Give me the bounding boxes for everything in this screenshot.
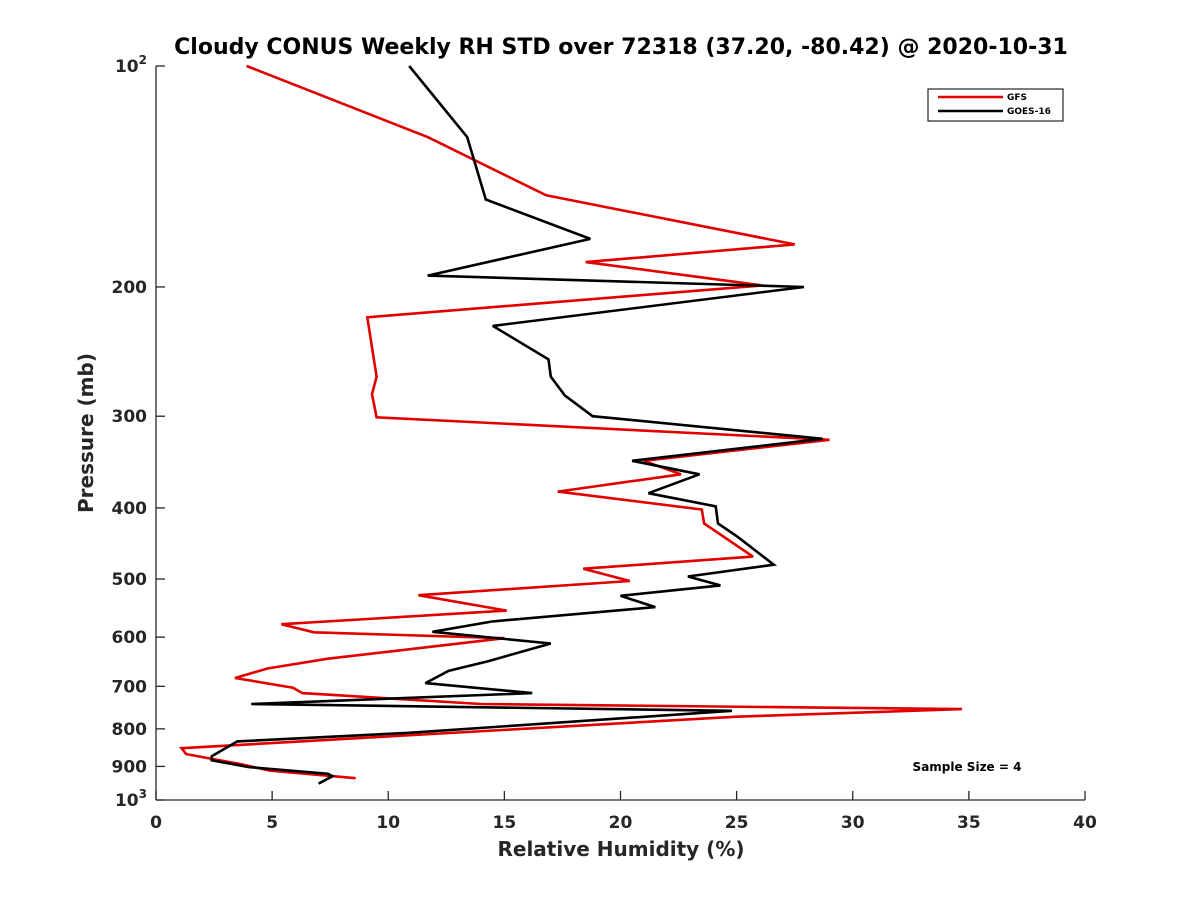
chart-title: Cloudy CONUS Weekly RH STD over 72318 (3… (174, 35, 1068, 60)
y-axis-label: Pressure (mb) (74, 353, 98, 513)
x-tick-label: 5 (266, 813, 278, 833)
x-tick-label: 0 (150, 813, 162, 833)
series-layer (178, 64, 962, 785)
y-tick-base: 300 (112, 407, 148, 427)
y-tick-label: 800 (112, 720, 148, 740)
y-tick-base: 400 (112, 499, 148, 519)
y-tick-exponent: 2 (139, 53, 147, 67)
x-tick-label: 35 (957, 813, 981, 833)
x-tick-label: 20 (609, 813, 633, 833)
x-tick-label: 30 (841, 813, 865, 833)
legend-label-goes16: GOES-16 (1007, 107, 1051, 117)
series-line-gfs (178, 64, 962, 780)
y-tick-label: 500 (112, 570, 148, 590)
y-tick-label: 102 (115, 53, 147, 77)
x-axis: 0 5 10 15 20 25 30 35 40 (150, 791, 1097, 833)
y-tick-label: 103 (115, 787, 147, 811)
x-tick-label: 10 (376, 813, 400, 833)
y-tick-label: 200 (112, 278, 148, 298)
y-tick-base: 500 (112, 570, 148, 590)
y-tick-label: 600 (112, 628, 148, 648)
y-tick-label: 900 (112, 757, 148, 777)
legend: GFS GOES-16 (927, 88, 1064, 122)
x-tick-label: 25 (725, 813, 749, 833)
sample-size-annotation: Sample Size = 4 (913, 760, 1022, 774)
legend-label-gfs: GFS (1007, 93, 1027, 103)
x-tick-label: 40 (1073, 813, 1097, 833)
x-axis-label: Relative Humidity (%) (497, 837, 744, 861)
y-tick-base: 10 (115, 791, 139, 811)
y-tick-base: 700 (112, 677, 148, 697)
y-tick-base: 600 (112, 628, 148, 648)
y-tick-label: 300 (112, 407, 148, 427)
y-tick-base: 200 (112, 278, 148, 298)
y-tick-label: 400 (112, 499, 148, 519)
y-tick-base: 800 (112, 720, 148, 740)
y-tick-exponent: 3 (139, 787, 147, 801)
y-tick-label: 700 (112, 677, 148, 697)
x-tick-label: 15 (493, 813, 517, 833)
y-tick-base: 900 (112, 757, 148, 777)
y-tick-base: 10 (115, 57, 139, 77)
series-line-goes16 (210, 65, 823, 785)
legend-box (927, 88, 1064, 122)
